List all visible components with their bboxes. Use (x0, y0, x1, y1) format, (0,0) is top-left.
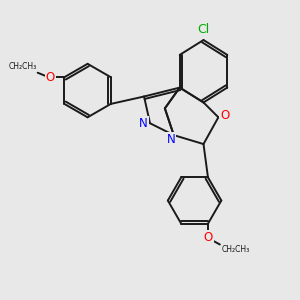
Text: CH₂CH₃: CH₂CH₃ (221, 245, 250, 254)
Text: CH₂CH₃: CH₂CH₃ (8, 62, 37, 71)
Text: Cl: Cl (197, 23, 210, 36)
Text: O: O (220, 109, 230, 122)
Text: N: N (139, 117, 148, 130)
Text: N: N (167, 133, 175, 146)
Text: O: O (203, 231, 213, 244)
Text: O: O (46, 71, 55, 84)
